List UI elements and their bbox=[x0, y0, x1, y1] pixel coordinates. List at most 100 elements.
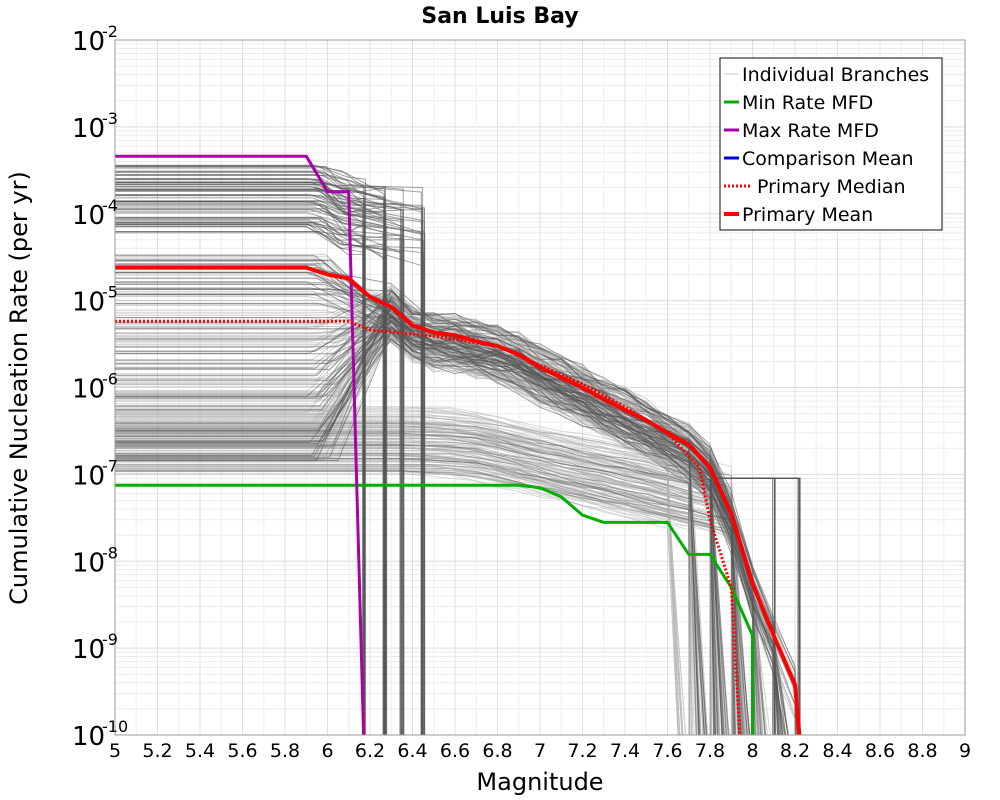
x-tick-label: 6.2 bbox=[355, 740, 385, 762]
x-tick-label: 5.6 bbox=[227, 740, 257, 762]
x-tick-label: 5.4 bbox=[185, 740, 215, 762]
y-tick-exponent: -7 bbox=[102, 456, 118, 475]
y-tick-exponent: -10 bbox=[102, 717, 128, 736]
y-tick-label: 10-6 bbox=[72, 370, 118, 405]
branch-line bbox=[115, 330, 775, 735]
x-tick-label: 7.8 bbox=[695, 740, 725, 762]
legend-box bbox=[719, 57, 943, 231]
branch-line bbox=[115, 219, 401, 735]
y-tick-exponent: -6 bbox=[102, 370, 118, 389]
y-tick-label: 10-4 bbox=[72, 196, 118, 231]
branch-line bbox=[115, 456, 740, 735]
branch-line bbox=[115, 435, 720, 735]
branch-line bbox=[115, 268, 779, 735]
legend: Individual Branches Min Rate MFD Max Rate … bbox=[719, 57, 943, 231]
branch-line bbox=[115, 302, 734, 735]
series-max-rate-mfd bbox=[115, 154, 366, 735]
branch-line bbox=[115, 425, 697, 735]
branch-line bbox=[115, 294, 725, 735]
y-tick-base: 10 bbox=[72, 548, 105, 578]
series-primary-mean bbox=[115, 265, 802, 735]
x-axis-label: Magnitude bbox=[476, 768, 603, 796]
branch-line bbox=[115, 201, 405, 735]
x-tick-label: 8.6 bbox=[865, 740, 895, 762]
branch-line bbox=[115, 297, 700, 735]
y-tick-label: 10-2 bbox=[72, 22, 118, 57]
legend-entry: Primary Mean bbox=[724, 204, 873, 226]
chart-title: San Luis Bay bbox=[421, 4, 578, 29]
y-tick-label: 10-7 bbox=[72, 456, 118, 491]
y-tick-exponent: -9 bbox=[102, 630, 118, 649]
y-tick-label: 10-8 bbox=[72, 543, 118, 578]
branch-line bbox=[115, 290, 713, 735]
branch-line bbox=[115, 166, 387, 735]
legend-label: Min Rate MFD bbox=[742, 92, 873, 114]
branch-line bbox=[115, 411, 683, 735]
x-tick-label: 8.8 bbox=[907, 740, 937, 762]
branch-line bbox=[115, 290, 747, 735]
branch-line bbox=[115, 435, 711, 735]
x-tick-label: 7.4 bbox=[610, 740, 640, 762]
branch-line bbox=[115, 221, 425, 735]
legend-label: Primary Median bbox=[757, 176, 906, 198]
y-tick-base: 10 bbox=[72, 722, 105, 752]
x-tick-label: 7.6 bbox=[652, 740, 682, 762]
x-tick-label: 8 bbox=[746, 740, 758, 762]
legend-label: Max Rate MFD bbox=[742, 120, 879, 142]
x-tick-label: 7 bbox=[534, 740, 546, 762]
plot-frame bbox=[114, 39, 966, 736]
branch-line bbox=[115, 184, 385, 735]
branch-line bbox=[115, 288, 767, 735]
branch-line bbox=[115, 289, 709, 735]
branch-line bbox=[115, 329, 729, 735]
branch-line bbox=[115, 445, 742, 735]
legend-entry: Max Rate MFD bbox=[724, 120, 879, 142]
branch-lines-dark bbox=[115, 164, 801, 735]
branch-line bbox=[115, 434, 679, 735]
series-min-rate-mfd bbox=[115, 483, 754, 735]
y-tick-labels: 10-210-310-410-510-610-710-810-910-10 bbox=[72, 22, 128, 752]
branch-line bbox=[115, 338, 786, 735]
branch-line bbox=[115, 425, 716, 735]
branch-line bbox=[115, 465, 746, 735]
x-tick-label: 5.8 bbox=[270, 740, 300, 762]
branch-line bbox=[115, 289, 740, 735]
branch-line bbox=[115, 182, 402, 735]
legend-label: Primary Mean bbox=[742, 204, 873, 226]
legend-entry: Comparison Mean bbox=[724, 148, 914, 170]
y-tick-base: 10 bbox=[72, 288, 105, 318]
x-tick-label: 5.2 bbox=[142, 740, 172, 762]
x-tick-label: 7.2 bbox=[567, 740, 597, 762]
y-tick-label: 10-9 bbox=[72, 630, 118, 665]
branch-line bbox=[115, 442, 687, 735]
branch-line bbox=[115, 202, 384, 735]
y-tick-exponent: -3 bbox=[102, 109, 118, 128]
branch-line bbox=[710, 477, 799, 735]
branch-line bbox=[115, 441, 690, 735]
series-layer bbox=[115, 154, 802, 735]
legend-label: Individual Branches bbox=[742, 64, 929, 86]
x-tick-label: 8.4 bbox=[822, 740, 852, 762]
y-tick-base: 10 bbox=[72, 375, 105, 405]
x-tick-label: 6.6 bbox=[440, 740, 470, 762]
legend-label: Comparison Mean bbox=[742, 148, 914, 170]
branch-line bbox=[115, 452, 692, 735]
branch-line bbox=[115, 179, 425, 735]
y-axis-label: Cumulative Nucleation Rate (per yr) bbox=[5, 171, 33, 605]
x-tick-label: 5 bbox=[109, 740, 121, 762]
y-tick-base: 10 bbox=[72, 201, 105, 231]
branch-line bbox=[115, 432, 708, 735]
branch-line bbox=[115, 435, 739, 735]
branch-line bbox=[115, 281, 784, 735]
x-tick-label: 6 bbox=[321, 740, 333, 762]
branch-line bbox=[115, 216, 424, 735]
y-tick-exponent: -5 bbox=[102, 283, 118, 302]
x-tick-label: 6.8 bbox=[482, 740, 512, 762]
branch-line bbox=[115, 447, 735, 735]
branch-line bbox=[115, 210, 423, 735]
branch-line bbox=[115, 299, 701, 735]
y-tick-exponent: -8 bbox=[102, 543, 118, 562]
series-primary-median bbox=[115, 319, 742, 735]
legend-entry: Primary Median bbox=[724, 176, 906, 198]
